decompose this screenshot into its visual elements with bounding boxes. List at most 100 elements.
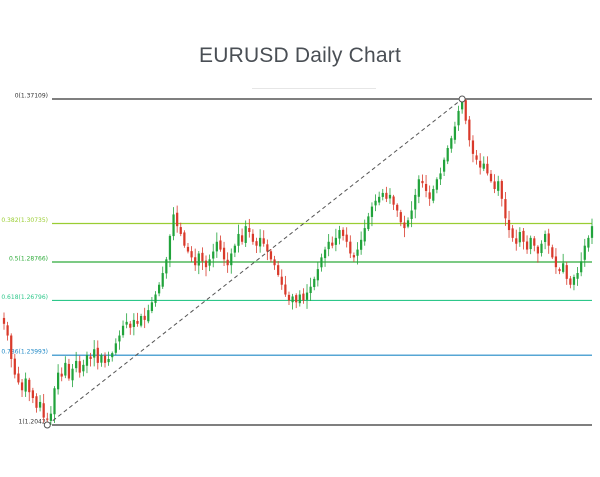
candle-up: [482, 163, 485, 169]
candle-up: [93, 349, 96, 358]
candle-down: [179, 227, 182, 234]
candle-up: [313, 278, 316, 288]
fib-level-label: 0.5(1.28766): [9, 255, 48, 262]
fib-level-label: 0.786(1.23993): [1, 349, 48, 356]
candle-up: [338, 230, 341, 239]
candle-up: [323, 249, 327, 259]
candle-down: [533, 238, 536, 246]
candle-down: [31, 390, 34, 399]
candle-up: [320, 257, 323, 268]
candle-up: [154, 294, 157, 303]
candle-up: [237, 233, 240, 246]
candle-up: [125, 321, 128, 325]
candle-down: [190, 251, 193, 258]
candle-up: [453, 126, 457, 140]
candle-up: [580, 261, 583, 273]
candle-up: [572, 276, 576, 285]
candle-down: [248, 228, 251, 233]
candle-down: [46, 418, 49, 420]
candle-down: [273, 259, 276, 266]
candle-up: [197, 253, 200, 266]
candle-down: [60, 373, 63, 377]
candle-down: [136, 320, 139, 324]
candle-up: [518, 232, 521, 243]
candle-up: [374, 200, 377, 206]
candle-up: [388, 194, 392, 199]
candle-up: [208, 259, 211, 266]
candle-down: [493, 181, 496, 190]
candle-up: [298, 294, 301, 304]
trendline-anchor-high: [458, 95, 466, 103]
candle-down: [277, 265, 280, 275]
candle-up: [363, 228, 366, 242]
fib-level-label: 1(1.2042): [19, 419, 49, 426]
title-divider: [252, 88, 376, 89]
fib-level-label: 0(1.37109): [15, 93, 48, 100]
candle-down: [468, 119, 471, 141]
candle-up: [370, 206, 374, 217]
candle-down: [428, 192, 431, 199]
candle-up: [309, 286, 312, 294]
candle-down: [558, 269, 561, 272]
trendline-anchor-low: [43, 421, 51, 429]
candle-down: [186, 246, 190, 252]
candle-up: [100, 355, 103, 363]
chart-title: EURUSD Daily Chart: [199, 44, 401, 67]
candle-up: [360, 239, 363, 250]
candle-up: [85, 355, 89, 366]
candle-down: [17, 373, 20, 383]
candle-down: [385, 192, 388, 199]
candle-up: [439, 173, 442, 180]
candle-down: [475, 155, 478, 160]
candle-up: [38, 401, 42, 408]
candle-up: [410, 210, 413, 219]
candle-up: [150, 302, 154, 312]
candle-down: [345, 234, 348, 242]
candle-up: [435, 179, 439, 190]
candle-down: [295, 295, 298, 303]
candle-down: [565, 265, 568, 279]
candle-up: [64, 362, 67, 376]
candle-up: [381, 192, 384, 197]
candle-down: [176, 212, 179, 227]
candle-down: [35, 396, 38, 408]
candle-down: [522, 230, 525, 242]
candle-down: [352, 255, 356, 258]
fib-level-label: 0.382(1.30735): [1, 217, 48, 224]
candle-down: [403, 222, 406, 229]
candle-down: [507, 219, 511, 231]
candle-down: [42, 403, 45, 418]
candle-down: [13, 358, 16, 375]
candle-up: [168, 235, 172, 260]
candle-up: [583, 245, 586, 260]
candle-up: [327, 241, 330, 250]
candle-up: [121, 325, 125, 336]
candle-down: [554, 256, 558, 268]
candle-up: [414, 194, 417, 210]
candle-down: [504, 199, 507, 219]
candle-up: [82, 364, 85, 372]
candle-down: [331, 242, 334, 246]
candle-up: [590, 226, 594, 238]
candle-up: [442, 159, 446, 172]
candle-down: [471, 140, 475, 154]
candle-down: [143, 315, 146, 320]
candle-up: [118, 335, 121, 342]
candle-down: [6, 325, 9, 336]
candle-down: [194, 257, 197, 266]
candle-up: [233, 245, 236, 253]
candle-down: [67, 363, 71, 379]
candle-down: [10, 335, 13, 359]
candle-down: [222, 247, 226, 260]
candle-down: [396, 204, 399, 211]
candle-down: [103, 355, 107, 363]
candle-up: [406, 220, 410, 227]
candle-down: [489, 173, 493, 182]
candle-down: [500, 181, 503, 199]
candle-down: [547, 233, 550, 246]
candle-down: [341, 229, 345, 236]
candle-up: [417, 179, 420, 197]
candle-up: [316, 269, 319, 281]
candle-up: [212, 251, 215, 259]
